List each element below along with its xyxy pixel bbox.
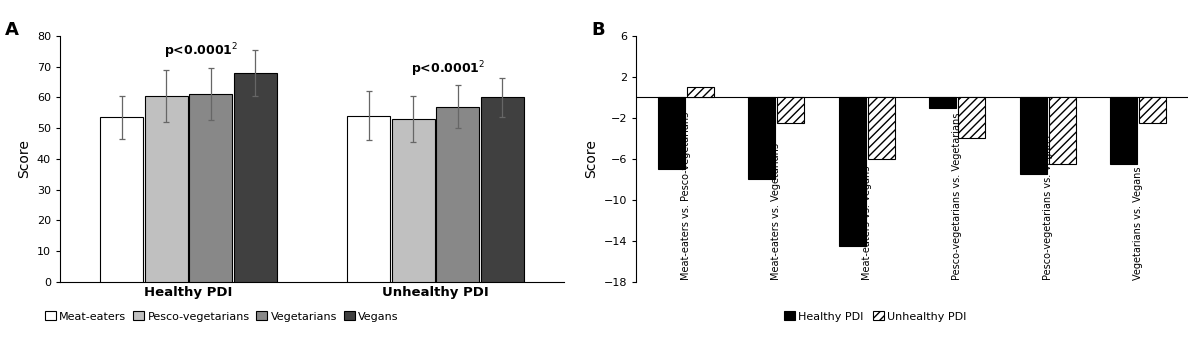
Legend: Meat-eaters, Pesco-vegetarians, Vegetarians, Vegans: Meat-eaters, Pesco-vegetarians, Vegetari… [41,307,403,326]
Bar [348,116,390,282]
Bar [778,97,804,123]
Bar [190,94,232,282]
Bar [1020,97,1046,174]
Text: Meat-eaters vs. Vegetarians: Meat-eaters vs. Vegetarians [772,143,781,279]
Legend: Healthy PDI, Unhealthy PDI: Healthy PDI, Unhealthy PDI [780,307,971,326]
Bar [437,107,479,282]
Text: B: B [592,21,606,39]
Text: Vegetarians vs. Vegans: Vegetarians vs. Vegans [1133,166,1144,279]
Bar [481,97,523,282]
Bar [1110,97,1138,164]
Y-axis label: Score: Score [17,139,31,178]
Bar [686,87,714,97]
Bar [839,97,865,246]
Bar [101,117,143,282]
Y-axis label: Score: Score [584,139,598,178]
Bar [1139,97,1166,123]
Bar [868,97,894,159]
Text: Pesco-vegetarians vs. Vegans: Pesco-vegetarians vs. Vegans [1043,135,1052,279]
Text: Meat-eaters vs. Vegans: Meat-eaters vs. Vegans [862,165,871,279]
Bar [959,97,985,138]
Bar [749,97,775,179]
Bar [658,97,685,169]
Bar [392,119,434,282]
Bar [930,97,956,108]
Text: Pesco-vegetarians vs. Vegetarians: Pesco-vegetarians vs. Vegetarians [953,112,962,279]
Bar [145,96,187,282]
Text: Meat-eaters vs. Pesco-vegetarians: Meat-eaters vs. Pesco-vegetarians [680,111,691,279]
Text: A: A [5,21,18,39]
Text: p<0.0001$^2$: p<0.0001$^2$ [163,41,238,61]
Bar [1049,97,1075,164]
Text: p<0.0001$^2$: p<0.0001$^2$ [410,60,485,79]
Bar [234,73,276,282]
